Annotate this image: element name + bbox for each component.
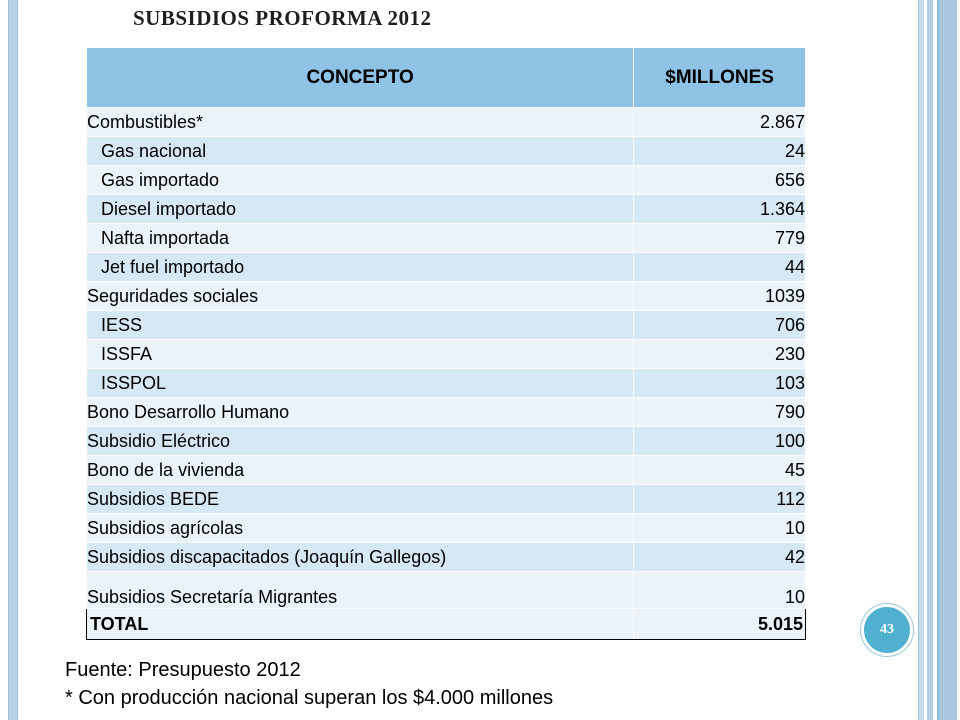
row-concept: Subsidio Eléctrico	[85, 426, 635, 456]
table-row: Jet fuel importado 44	[85, 252, 806, 282]
row-concept: ISSFA	[85, 339, 635, 369]
table-total-row: TOTAL 5.015	[85, 608, 806, 640]
footnote-note: * Con producción nacional superan los $4…	[65, 687, 554, 709]
total-value: 5.015	[633, 608, 806, 640]
slide-frame-right-middle	[927, 0, 933, 720]
row-concept: Subsidios Secretaría Migrantes	[85, 571, 635, 609]
table-row: Gas nacional 24	[85, 136, 806, 166]
row-concept: ISSPOL	[85, 368, 635, 398]
subsidies-table: CONCEPTO $MILLONES Combustibles* 2.867 Gas…	[85, 47, 806, 640]
row-concept: Bono Desarrollo Humano	[85, 397, 635, 427]
table-row: ISSFA 230	[85, 339, 806, 369]
row-amount: 1.364	[633, 194, 806, 224]
total-label: TOTAL	[85, 608, 635, 640]
slide-frame-left	[8, 0, 18, 720]
table-row: Combustibles* 2.867	[85, 107, 806, 137]
row-amount: 42	[633, 542, 806, 572]
slide-frame-right-outer	[937, 0, 957, 720]
header-concept: CONCEPTO	[85, 47, 635, 108]
row-amount: 44	[633, 252, 806, 282]
footnotes: Fuente: Presupuesto 2012 * Con producció…	[65, 656, 553, 712]
table-row: Diesel importado 1.364	[85, 194, 806, 224]
row-amount: 656	[633, 165, 806, 195]
row-concept: Jet fuel importado	[85, 252, 635, 282]
row-amount: 1039	[633, 281, 806, 311]
table-row: Subsidios agrícolas 10	[85, 513, 806, 543]
table-row: IESS 706	[85, 310, 806, 340]
header-amount: $MILLONES	[633, 47, 806, 108]
slide-title: SUBSIDIOS PROFORMA 2012	[133, 6, 432, 30]
row-amount: 112	[633, 484, 806, 514]
row-amount: 790	[633, 397, 806, 427]
table-row: Gas importado 656	[85, 165, 806, 195]
row-amount: 706	[633, 310, 806, 340]
row-concept: Subsidios agrícolas	[85, 513, 635, 543]
row-amount: 45	[633, 455, 806, 485]
row-concept: Subsidios BEDE	[85, 484, 635, 514]
row-concept: Gas nacional	[85, 136, 635, 166]
row-concept: Subsidios discapacitados (Joaquín Galleg…	[85, 542, 635, 572]
row-amount: 24	[633, 136, 806, 166]
row-amount: 10	[633, 513, 806, 543]
table-body: Combustibles* 2.867 Gas nacional 24 Gas impo…	[85, 107, 806, 609]
row-concept: Seguridades sociales	[85, 281, 635, 311]
row-amount: 10	[633, 571, 806, 609]
row-amount: 100	[633, 426, 806, 456]
row-concept: Bono de la vivienda	[85, 455, 635, 485]
row-concept: IESS	[85, 310, 635, 340]
table-row: Subsidio Eléctrico 100	[85, 426, 806, 456]
table-row: Subsidios Secretaría Migrantes 10	[85, 571, 806, 609]
page-number-badge: 43	[861, 604, 913, 656]
row-concept: Combustibles*	[85, 107, 635, 137]
table-header-row: CONCEPTO $MILLONES	[85, 47, 806, 108]
table-row: ISSPOL 103	[85, 368, 806, 398]
row-concept: Diesel importado	[85, 194, 635, 224]
row-amount: 230	[633, 339, 806, 369]
row-concept: Nafta importada	[85, 223, 635, 253]
row-amount: 103	[633, 368, 806, 398]
table-row: Seguridades sociales 1039	[85, 281, 806, 311]
row-amount: 779	[633, 223, 806, 253]
table-row: Bono Desarrollo Humano 790	[85, 397, 806, 427]
slide-frame-right-inner	[918, 0, 924, 720]
table-row: Subsidios discapacitados (Joaquín Galleg…	[85, 542, 806, 572]
table-row: Nafta importada 779	[85, 223, 806, 253]
table-row: Subsidios BEDE 112	[85, 484, 806, 514]
row-concept: Gas importado	[85, 165, 635, 195]
table-row: Bono de la vivienda 45	[85, 455, 806, 485]
row-amount: 2.867	[633, 107, 806, 137]
footnote-source: Fuente: Presupuesto 2012	[65, 659, 301, 681]
